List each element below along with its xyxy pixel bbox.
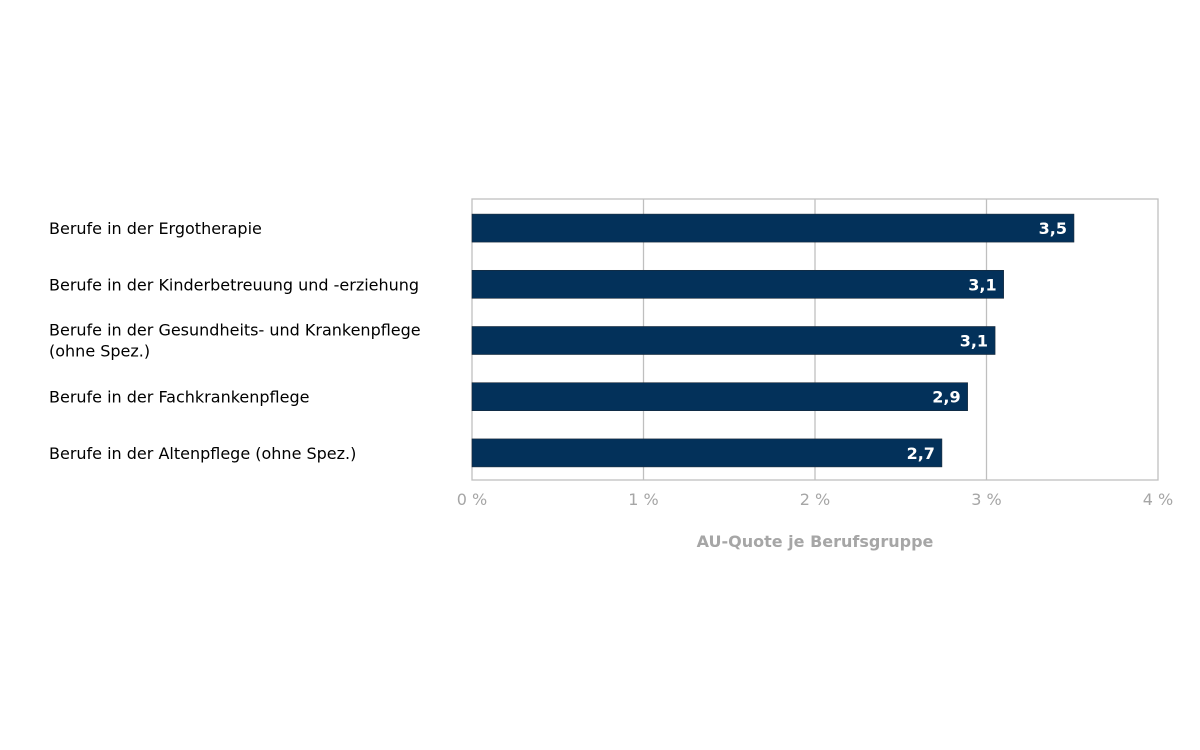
x-tick-label: 1 % [628,490,658,509]
bar [471,326,996,355]
data-label: 3,1 [960,332,988,351]
data-label: 2,7 [907,444,935,463]
data-label: 2,9 [932,388,960,407]
x-tick-label: 3 % [971,490,1001,509]
category-label: Berufe in der Altenpflege (ohne Spez.) [49,444,356,463]
bar [471,382,968,412]
data-label: 3,1 [968,275,996,294]
category-label: Berufe in der Kinderbetreuung und -erzie… [49,275,419,294]
x-axis-label: AU-Quote je Berufsgruppe [697,532,934,551]
category-label: Berufe in der Ergotherapie [49,219,262,238]
category-label: (ohne Spez.) [49,342,150,361]
x-tick-label: 0 % [457,490,487,509]
bar [471,269,1004,299]
category-label: Berufe in der Fachkrankenpflege [49,388,309,407]
x-tick-label: 4 % [1143,490,1173,509]
bar [471,213,1075,243]
x-tick-label: 2 % [800,490,830,509]
category-label: Berufe in der Gesundheits- und Krankenpf… [49,321,421,340]
bar [471,438,943,468]
data-label: 3,5 [1039,219,1067,238]
